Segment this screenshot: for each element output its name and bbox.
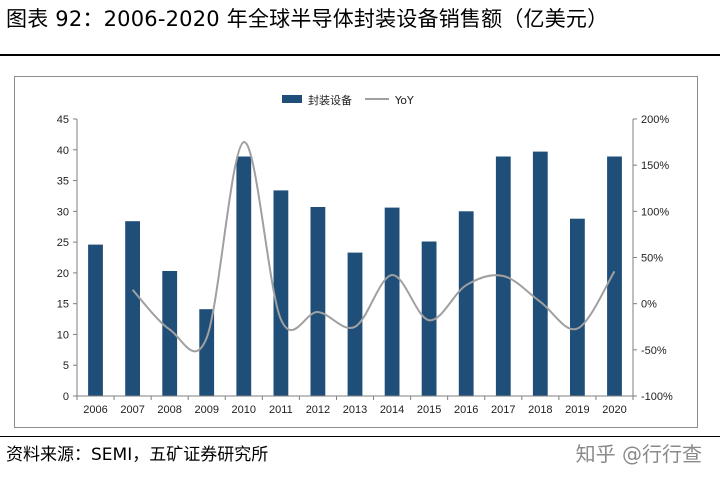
legend-bar-label: 封装设备 xyxy=(308,93,352,107)
x-tick-label: 2018 xyxy=(528,404,552,416)
bar-2011 xyxy=(273,190,289,396)
y-left-tick-label: 25 xyxy=(57,237,69,249)
bar-2018 xyxy=(532,151,548,396)
bars-layer xyxy=(88,151,622,396)
x-tick-label: 2011 xyxy=(269,404,293,416)
y-right-tick-label: 50% xyxy=(641,253,663,265)
line-layer xyxy=(131,141,616,353)
y-left-tick-label: 0 xyxy=(63,391,69,403)
y-left-tick-label: 15 xyxy=(57,299,69,311)
x-tick-label: 2008 xyxy=(157,404,181,416)
y-left-tick-label: 30 xyxy=(57,206,69,218)
bar-2009 xyxy=(199,309,215,396)
bar-2014 xyxy=(384,207,400,396)
footer-rule xyxy=(0,436,720,437)
bar-2015 xyxy=(421,241,437,396)
x-tick-label: 2007 xyxy=(120,404,144,416)
x-tick-label: 2019 xyxy=(565,404,589,416)
bar-2020 xyxy=(607,156,622,396)
x-tick-label: 2016 xyxy=(454,404,478,416)
y-right-tick-label: -50% xyxy=(641,345,667,357)
y-left-tick-label: 5 xyxy=(63,360,69,372)
y-right-tick-label: 150% xyxy=(641,160,669,172)
legend-line-label: YoY xyxy=(394,94,414,107)
chart-frame: 封装设备 YoY 0 5 10 15 20 25 30 35 40 45 -100% -50% 0% 50… xyxy=(14,76,698,428)
bar-2013 xyxy=(347,252,363,396)
x-tick-label: 2012 xyxy=(306,404,330,416)
bar-2012 xyxy=(310,207,326,396)
y-right-tick-label: 0% xyxy=(641,299,657,311)
x-tick-label: 2020 xyxy=(602,404,626,416)
y-left-tick-label: 20 xyxy=(57,268,69,280)
legend-bar-swatch xyxy=(282,95,302,103)
bar-2007 xyxy=(125,221,140,396)
x-tick-label: 2009 xyxy=(194,404,218,416)
y-right-tick-label: 200% xyxy=(641,114,669,126)
y-right-tick-label: -100% xyxy=(641,391,673,403)
bar-2006 xyxy=(88,244,103,396)
y-left-tick-label: 40 xyxy=(57,145,69,157)
legend: 封装设备 YoY xyxy=(282,93,414,107)
x-tick-label: 2010 xyxy=(232,404,256,416)
source-note: 资料来源：SEMI，五矿证券研究所 xyxy=(6,445,269,465)
watermark-text: 知乎 @行行查 xyxy=(575,442,702,466)
x-tick-label: 2017 xyxy=(491,404,515,416)
y-left-tick-label: 35 xyxy=(57,176,69,188)
bar-2019 xyxy=(570,218,585,396)
x-tick-label: 2015 xyxy=(417,404,441,416)
x-tick-label: 2014 xyxy=(380,404,404,416)
y-left-tick-label: 10 xyxy=(57,329,69,341)
bar-2010 xyxy=(236,156,252,396)
chart-svg: 封装设备 YoY 0 5 10 15 20 25 30 35 40 45 -100% -50% 0% 50… xyxy=(57,93,673,416)
axes-layer: 0 5 10 15 20 25 30 35 40 45 -100% -50% 0% 50% 100% 150%… xyxy=(57,114,673,416)
y-left-tick-label: 45 xyxy=(57,114,69,126)
x-tick-label: 2006 xyxy=(83,404,107,416)
x-tick-label: 2013 xyxy=(343,404,367,416)
bar-2008 xyxy=(162,271,178,396)
y-right-tick-label: 100% xyxy=(641,206,669,218)
bar-2016 xyxy=(458,211,474,396)
yoy-line xyxy=(131,141,616,353)
title-rule xyxy=(0,54,720,56)
figure-title: 图表 92：2006-2020 年全球半导体封装设备销售额（亿美元） xyxy=(6,7,609,31)
